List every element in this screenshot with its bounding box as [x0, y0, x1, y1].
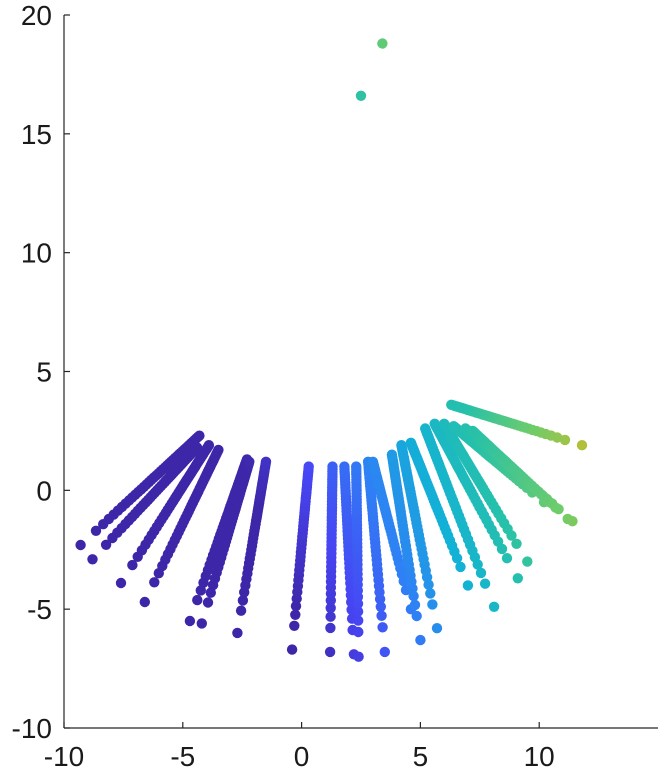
- data-point: [260, 456, 272, 467]
- data-point: [100, 539, 112, 550]
- data-point: [75, 539, 86, 551]
- data-point: [429, 418, 440, 429]
- data-points: [75, 38, 588, 662]
- data-point: [184, 615, 196, 627]
- data-point: [512, 573, 523, 584]
- data-point: [455, 561, 466, 573]
- data-point: [409, 599, 421, 611]
- data-point: [325, 611, 336, 622]
- data-point: [87, 554, 98, 565]
- data-point: [339, 461, 350, 472]
- y-tick-label: -10: [12, 713, 52, 744]
- data-point: [213, 444, 224, 456]
- y-tick-label: 20: [21, 0, 52, 31]
- y-tick-label: 5: [36, 357, 52, 388]
- data-point: [386, 449, 398, 460]
- data-point: [194, 430, 205, 441]
- data-point: [244, 456, 255, 467]
- data-point: [431, 623, 443, 634]
- data-point: [411, 610, 422, 622]
- data-point: [420, 423, 431, 434]
- data-point: [149, 577, 160, 588]
- data-point: [324, 646, 336, 658]
- axes: [63, 14, 658, 729]
- data-point: [439, 418, 450, 429]
- data-point: [327, 461, 338, 472]
- data-point: [501, 553, 513, 564]
- data-point: [405, 437, 417, 448]
- y-tick-label: 15: [21, 119, 52, 150]
- y-tick-label: 10: [21, 238, 52, 269]
- data-point: [286, 644, 298, 655]
- data-point: [352, 606, 364, 617]
- x-tick-label: 0: [294, 741, 310, 772]
- data-point: [289, 620, 300, 631]
- data-point: [475, 567, 487, 579]
- data-point: [367, 456, 379, 467]
- x-tick-label: 5: [413, 741, 429, 772]
- data-point: [448, 421, 459, 432]
- data-point: [479, 578, 491, 589]
- x-tick-label: 10: [524, 741, 555, 772]
- data-point: [355, 90, 367, 102]
- data-point: [127, 559, 138, 571]
- data-point: [290, 609, 301, 620]
- data-point: [415, 634, 426, 646]
- data-point: [351, 461, 362, 472]
- y-tick-label: -5: [27, 594, 52, 625]
- tick-labels: -10 -5 0 5 10 15 20 -10 -5 0 5 10: [12, 0, 555, 772]
- data-point: [576, 440, 588, 451]
- data-point: [446, 399, 457, 410]
- y-tick-label: 0: [36, 475, 52, 506]
- data-point: [462, 580, 474, 591]
- data-point: [562, 513, 573, 525]
- data-point: [203, 440, 215, 451]
- data-point: [425, 588, 436, 599]
- data-point: [427, 599, 438, 610]
- x-tick-label: -5: [170, 741, 195, 772]
- data-point: [235, 605, 247, 616]
- data-point: [232, 627, 243, 639]
- data-point: [408, 590, 419, 602]
- data-point: [303, 461, 314, 472]
- data-point: [559, 434, 571, 446]
- data-point: [196, 618, 207, 629]
- data-point: [377, 38, 388, 49]
- data-point: [377, 622, 388, 633]
- data-point: [353, 615, 364, 626]
- data-point: [511, 538, 522, 549]
- data-point: [488, 601, 500, 612]
- data-point: [90, 525, 102, 536]
- data-point: [192, 594, 203, 606]
- data-point: [396, 440, 407, 451]
- data-point: [379, 646, 390, 658]
- data-point: [237, 595, 249, 606]
- data-point: [522, 556, 533, 567]
- data-point: [376, 610, 387, 621]
- data-point: [115, 577, 127, 589]
- data-point: [139, 596, 150, 608]
- data-point: [325, 602, 336, 614]
- data-point: [375, 601, 386, 612]
- data-point: [202, 597, 214, 608]
- x-tick-label: -10: [44, 741, 84, 772]
- data-point: [353, 651, 364, 662]
- data-point: [325, 622, 336, 634]
- data-point: [353, 626, 364, 638]
- data-point: [467, 425, 478, 437]
